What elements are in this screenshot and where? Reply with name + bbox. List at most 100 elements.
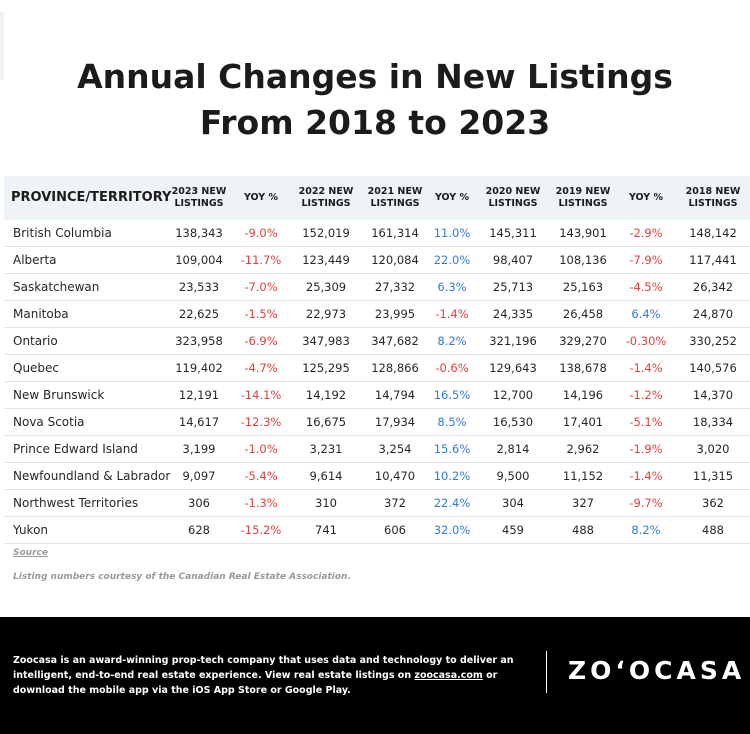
listing-count: 310 <box>290 489 362 517</box>
listing-count: 23,995 <box>362 300 428 328</box>
listing-count: 16,675 <box>290 408 362 436</box>
yoy-change: -1.2% <box>616 381 676 409</box>
source-link[interactable]: Source <box>13 548 48 558</box>
table-row: Newfoundland & Labrador 9,097 -5.4% 9,614 10… <box>4 462 750 490</box>
listing-count: 628 <box>166 516 232 544</box>
footer: Zoocasa is an award-winning prop-tech co… <box>0 617 750 734</box>
listing-count: 123,449 <box>290 246 362 274</box>
listing-count: 109,004 <box>166 246 232 274</box>
listing-count: 117,441 <box>676 246 750 274</box>
province-name: Manitoba <box>4 300 166 328</box>
yoy-change: 22.0% <box>428 246 476 274</box>
listing-count: 347,983 <box>290 327 362 355</box>
table-row: Saskatchewan 23,533 -7.0% 25,309 27,332 6.3% 2… <box>4 273 750 301</box>
yoy-change: -5.1% <box>616 408 676 436</box>
listing-count: 16,530 <box>476 408 550 436</box>
province-name: Newfoundland & Labrador <box>4 462 170 490</box>
province-name: Ontario <box>4 327 166 355</box>
listing-count: 9,097 <box>166 462 232 490</box>
listings-table: PROVINCE/TERRITORY 2023 NEW LISTINGS YOY %… <box>4 176 750 544</box>
province-name: New Brunswick <box>4 381 166 409</box>
listing-count: 14,794 <box>362 381 428 409</box>
listing-count: 26,342 <box>676 273 750 301</box>
header-cell: YOY % <box>629 192 663 203</box>
province-name: Prince Edward Island <box>4 435 166 463</box>
listing-count: 18,334 <box>676 408 750 436</box>
yoy-change: -4.7% <box>232 354 290 382</box>
yoy-change: -7.9% <box>616 246 676 274</box>
listing-count: 145,311 <box>476 220 550 247</box>
yoy-change: -9.0% <box>232 220 290 247</box>
zoocasa-logo: ZOʻOCASA <box>568 656 746 685</box>
listing-count: 22,973 <box>290 300 362 328</box>
zoocasa-link[interactable]: zoocasa.com <box>414 670 483 681</box>
listing-count: 323,958 <box>166 327 232 355</box>
yoy-change: -2.9% <box>616 220 676 247</box>
header-cell: 2018 NEW LISTINGS <box>685 186 741 209</box>
listing-count: 3,020 <box>676 435 750 463</box>
listing-count: 327 <box>550 489 616 517</box>
yoy-change: -14.1% <box>232 381 290 409</box>
listing-count: 14,370 <box>676 381 750 409</box>
table-row: British Columbia 138,343 -9.0% 152,019 161,3… <box>4 220 750 247</box>
listing-count: 129,643 <box>476 354 550 382</box>
province-name: Yukon <box>4 516 166 544</box>
yoy-change: 16.5% <box>428 381 476 409</box>
listing-count: 26,458 <box>550 300 616 328</box>
table-row: Manitoba 22,625 -1.5% 22,973 23,995 -1.4% 24,3… <box>4 300 750 328</box>
listing-count: 372 <box>362 489 428 517</box>
listing-count: 98,407 <box>476 246 550 274</box>
data-credit-note: Listing numbers courtesy of the Canadian… <box>13 572 351 582</box>
footer-divider <box>546 651 547 693</box>
yoy-change: -7.0% <box>232 273 290 301</box>
table-row: Northwest Territories 306 -1.3% 310 372 22.4%… <box>4 489 750 517</box>
header-cell: 2020 NEW LISTINGS <box>485 186 541 209</box>
table-row: Prince Edward Island 3,199 -1.0% 3,231 3,254… <box>4 435 750 463</box>
listing-count: 12,700 <box>476 381 550 409</box>
footer-text-part2: or download the mobile app via the iOS A… <box>13 670 498 696</box>
listing-count: 3,254 <box>362 435 428 463</box>
yoy-change: -0.6% <box>428 354 476 382</box>
listing-count: 108,136 <box>550 246 616 274</box>
listing-count: 119,402 <box>166 354 232 382</box>
listing-count: 2,962 <box>550 435 616 463</box>
listing-count: 321,196 <box>476 327 550 355</box>
listing-count: 330,252 <box>676 327 750 355</box>
listing-count: 14,192 <box>290 381 362 409</box>
header-cell: YOY % <box>435 192 469 203</box>
listing-count: 306 <box>166 489 232 517</box>
yoy-change: -9.7% <box>616 489 676 517</box>
listing-count: 329,270 <box>550 327 616 355</box>
listing-count: 459 <box>476 516 550 544</box>
listing-count: 14,617 <box>166 408 232 436</box>
yoy-change: -1.3% <box>232 489 290 517</box>
table-header-row: PROVINCE/TERRITORY 2023 NEW LISTINGS YOY %… <box>4 176 750 220</box>
listing-count: 488 <box>676 516 750 544</box>
table-row: Quebec 119,402 -4.7% 125,295 128,866 -0.6% 129… <box>4 354 750 382</box>
title-line-2: From 2018 to 2023 <box>199 103 551 142</box>
listing-count: 138,678 <box>550 354 616 382</box>
yoy-change: -1.4% <box>428 300 476 328</box>
header-cell: 2022 NEW LISTINGS <box>298 186 354 209</box>
yoy-change: 8.5% <box>428 408 476 436</box>
yoy-change: -0.30% <box>616 327 676 355</box>
listing-count: 3,199 <box>166 435 232 463</box>
listing-count: 24,335 <box>476 300 550 328</box>
table-row: New Brunswick 12,191 -14.1% 14,192 14,794 16.… <box>4 381 750 409</box>
header-province: PROVINCE/TERRITORY <box>11 190 172 205</box>
corner-decoration <box>0 12 4 80</box>
listing-count: 304 <box>476 489 550 517</box>
listing-count: 25,163 <box>550 273 616 301</box>
listing-count: 125,295 <box>290 354 362 382</box>
yoy-change: 6.4% <box>616 300 676 328</box>
yoy-change: 11.0% <box>428 220 476 247</box>
yoy-change: 8.2% <box>428 327 476 355</box>
listing-count: 17,934 <box>362 408 428 436</box>
province-name: Alberta <box>4 246 166 274</box>
yoy-change: 22.4% <box>428 489 476 517</box>
listing-count: 362 <box>676 489 750 517</box>
table-row: Nova Scotia 14,617 -12.3% 16,675 17,934 8.5% 1… <box>4 408 750 436</box>
province-name: British Columbia <box>4 220 166 247</box>
yoy-change: -1.4% <box>616 462 676 490</box>
listing-count: 741 <box>290 516 362 544</box>
